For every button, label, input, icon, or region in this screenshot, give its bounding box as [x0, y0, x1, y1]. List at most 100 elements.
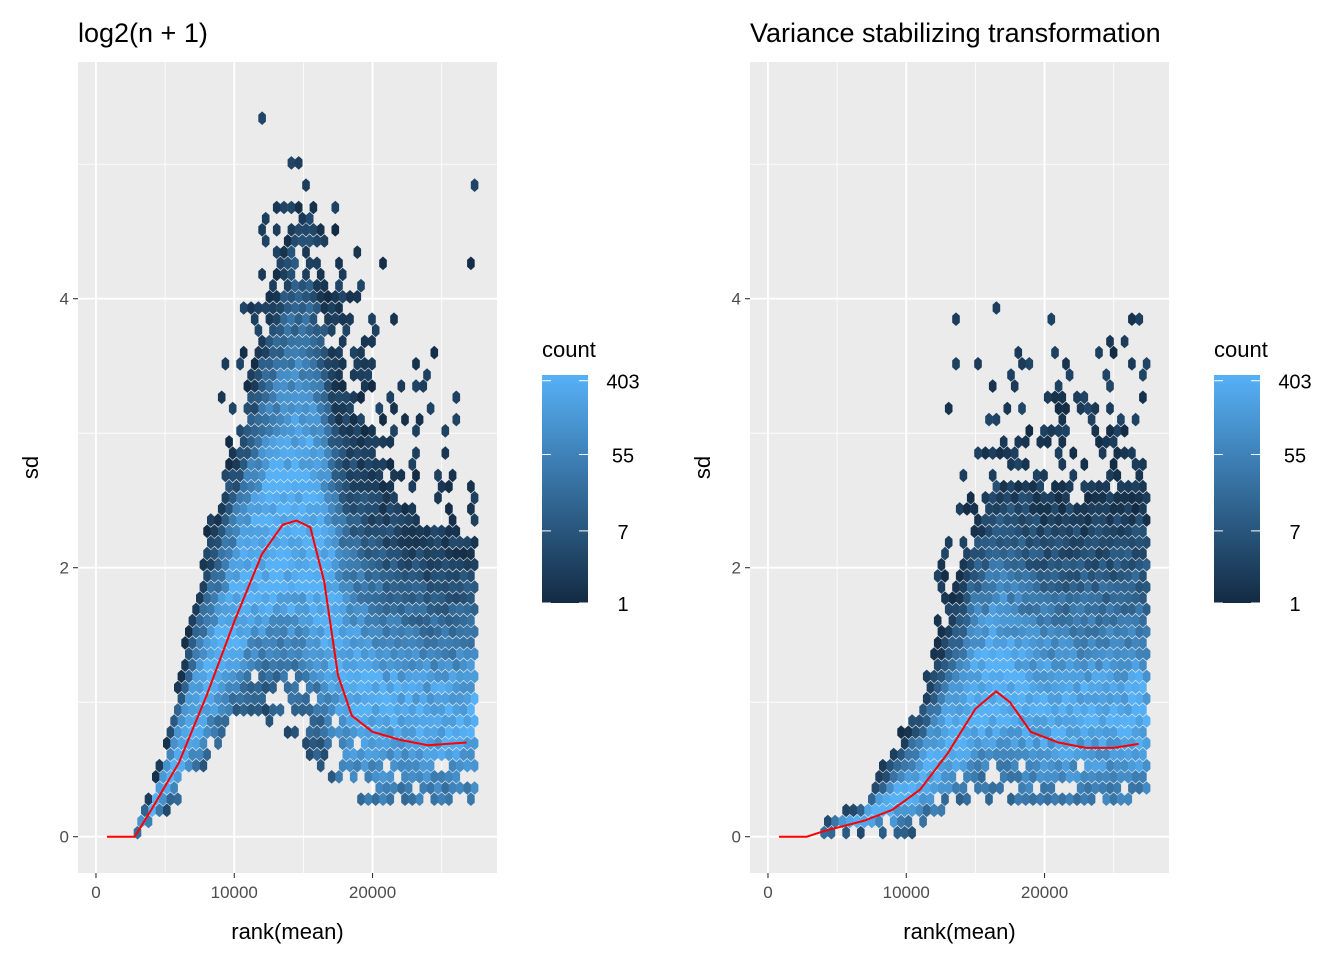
hexbin-cell: [247, 412, 255, 427]
hexbin-cell: [335, 591, 343, 605]
hexbin-cell: [225, 435, 233, 449]
hexbin-cell: [283, 613, 292, 628]
hexbin-cell: [1098, 580, 1107, 594]
hexbin-cell: [247, 658, 255, 672]
hexbin-cell: [977, 636, 986, 650]
hexbin-cell: [948, 658, 957, 672]
hexbin-cell: [280, 245, 288, 259]
hexbin-cell: [952, 647, 960, 661]
y-tick-label: 0: [60, 828, 69, 847]
hexbin-cell: [335, 524, 343, 539]
hexbin-cell: [1095, 502, 1103, 516]
hexbin-cell: [232, 658, 241, 672]
hexbin-cell: [390, 669, 398, 684]
hexbin-cell: [1018, 691, 1026, 706]
hexbin-cell: [196, 613, 204, 628]
hexbin-cell: [1014, 613, 1023, 628]
hexbin-cell: [1032, 513, 1041, 527]
hexbin-cell: [1021, 658, 1030, 672]
hexbin-cell: [382, 557, 391, 572]
hexbin-cell: [992, 680, 1001, 695]
hexbin-cell: [456, 691, 464, 706]
hexbin-cell: [437, 591, 446, 605]
hexbin-cell: [390, 424, 398, 438]
hexbin-cell: [357, 658, 365, 672]
hexbin-cell: [269, 569, 277, 583]
hexbin-cell: [217, 725, 226, 739]
hexbin-cell: [357, 502, 365, 516]
hexbin-cell: [1036, 658, 1045, 672]
hexbin-cell: [1014, 569, 1023, 583]
hexbin-cell: [937, 624, 946, 639]
hexbin-cell: [1098, 691, 1107, 706]
hexbin-cell: [1131, 613, 1140, 628]
hexbin-cell: [1062, 624, 1070, 639]
hexbin-cell: [338, 557, 347, 572]
hexbin-cell: [426, 647, 435, 661]
hexbin-cell: [313, 323, 321, 338]
hexbin-cell: [192, 758, 200, 773]
hexbin-cell: [1029, 524, 1037, 539]
hexbin-cell: [349, 524, 358, 539]
hexbin-cell: [926, 747, 935, 762]
hexbin-cell: [1062, 557, 1070, 572]
hexbin-cell: [445, 658, 453, 672]
hexbin-cell: [937, 669, 946, 684]
hexbin-cell: [459, 680, 468, 695]
hexbin-cell: [375, 602, 384, 617]
hexbin-cell: [185, 691, 193, 706]
hexbin-cell: [291, 435, 299, 449]
hexbin-cell: [1120, 513, 1129, 527]
hexbin-cell: [937, 647, 946, 661]
hexbin-cell: [313, 345, 321, 360]
hexbin-cell: [1095, 569, 1103, 583]
hexbin-cell: [305, 457, 314, 472]
hexbin-cell: [842, 825, 850, 840]
hexbin-cell: [250, 624, 259, 639]
hexbin-cell: [448, 647, 457, 661]
hexbin-cell: [217, 524, 226, 539]
hexbin-cell: [247, 301, 255, 315]
hexbin-cell: [948, 725, 957, 739]
hexbin-cell: [327, 345, 336, 360]
hexbin-cell: [1058, 524, 1067, 539]
hexbin-cell: [379, 435, 387, 449]
hexbin-cell: [379, 636, 387, 650]
hexbin-cell: [1043, 636, 1052, 650]
hexbin-cell: [261, 658, 270, 672]
hexbin-cell: [419, 557, 428, 572]
hexbin-cell: [1058, 658, 1067, 672]
hexbin-cell: [331, 491, 340, 505]
hexbin-cell: [459, 613, 468, 628]
hexbin-cell: [434, 736, 442, 751]
hexbin-cell: [254, 636, 263, 650]
hexbin-cell: [382, 513, 391, 527]
hexbin-cell: [897, 814, 905, 829]
hexbin-cell: [254, 412, 263, 427]
hexbin-cell: [159, 770, 167, 784]
hexbin-cell: [1073, 658, 1081, 672]
hexbin-cell: [1040, 491, 1048, 505]
hexbin-cell: [1139, 457, 1147, 472]
hexbin-cell: [272, 580, 281, 594]
hexbin-cell: [988, 602, 997, 617]
hexbin-cell: [1128, 535, 1136, 550]
hexbin-cell: [463, 624, 472, 639]
hexbin-cell: [280, 290, 288, 304]
hexbin-cell: [390, 758, 398, 773]
hexbin-cell: [824, 814, 832, 829]
hexbin-cell: [280, 267, 288, 282]
hexbin-cell: [261, 435, 270, 449]
hexbin-cell: [397, 580, 406, 594]
hexbin-cell: [1128, 647, 1136, 661]
hexbin-cell: [1091, 580, 1100, 594]
hexbin-cell: [1139, 613, 1147, 628]
hexbin-cell: [364, 569, 373, 583]
hexbin-cell: [423, 368, 431, 382]
hexbin-cell: [390, 468, 398, 483]
hexbin-cell: [316, 736, 325, 751]
hexbin-cell: [1051, 524, 1059, 539]
hexbin-cell: [1106, 334, 1114, 349]
hexbin-cell: [313, 524, 321, 539]
hexbin-cell: [177, 736, 186, 751]
